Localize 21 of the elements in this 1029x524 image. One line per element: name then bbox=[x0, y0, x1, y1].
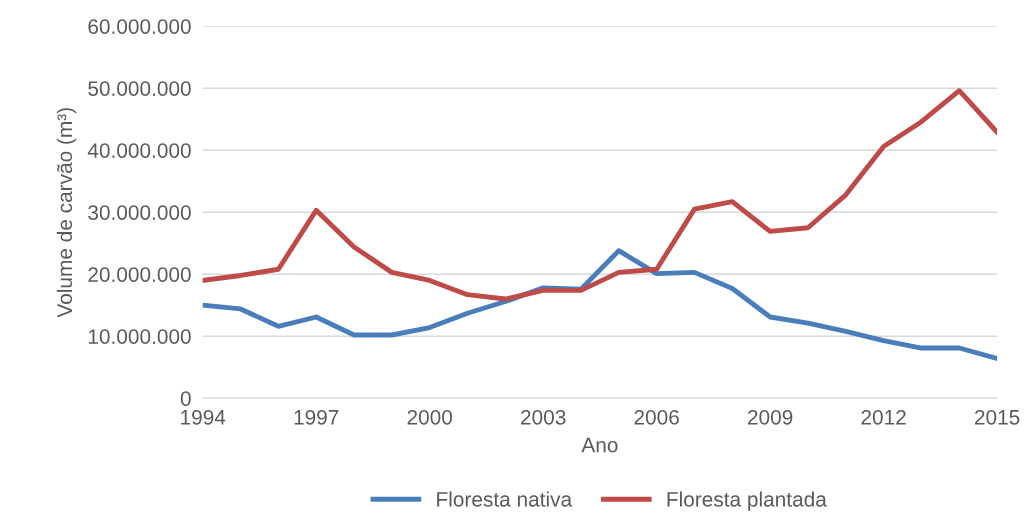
x-tick-label: 2009 bbox=[748, 409, 793, 425]
x-tick-label: 2012 bbox=[861, 409, 906, 425]
x-tick-label: 1997 bbox=[294, 409, 339, 425]
legend-label: Floresta nativa bbox=[437, 491, 573, 507]
x-tick-label: 1994 bbox=[181, 409, 226, 425]
line-series bbox=[202, 88, 998, 302]
line-series bbox=[202, 248, 998, 361]
y-tick-label: 50.000.000 bbox=[88, 81, 191, 96]
y-tick-label: 0 bbox=[180, 391, 191, 406]
y-tick-label: 20.000.000 bbox=[88, 267, 191, 282]
y-tick-label: 40.000.000 bbox=[87, 143, 191, 158]
x-axis-title: Ano bbox=[581, 437, 618, 453]
x-tick-label: 2006 bbox=[634, 409, 679, 425]
x-tick-label: 2003 bbox=[521, 409, 566, 425]
y-tick-label: 60.000.000 bbox=[88, 19, 191, 34]
y-tick-label: 30.000.000 bbox=[88, 205, 191, 220]
x-tick-label: 2000 bbox=[407, 409, 453, 425]
y-tick-label: 10.000.000 bbox=[88, 329, 191, 344]
x-tick-label: 2015 bbox=[974, 409, 1020, 425]
y-axis-title: Volume de carvão (m³) bbox=[56, 108, 77, 318]
legend-label: Floresta plantada bbox=[667, 491, 827, 511]
